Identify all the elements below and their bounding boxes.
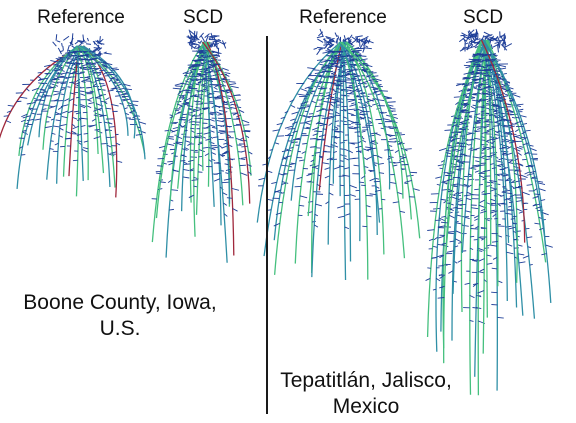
- mexico-location-line1: Tepatitlán, Jalisco,: [280, 369, 452, 392]
- iowa-location-caption: Boone County, Iowa, U.S.: [23, 290, 216, 343]
- mexico-location-line2: Mexico: [332, 395, 400, 419]
- iowa-reference-label: Reference: [37, 7, 125, 28]
- iowa-scd-label: SCD: [182, 7, 224, 28]
- mexico-reference-root-system: [256, 28, 421, 281]
- panel-divider: [266, 36, 268, 414]
- mexico-scd-label: SCD: [462, 7, 504, 28]
- mexico-scd-root-system: [425, 28, 553, 396]
- mexico-location-caption: Tepatitlán, Jalisco, Mexico: [280, 368, 452, 421]
- iowa-reference-root-system: [0, 33, 147, 198]
- mexico-reference-label: Reference: [299, 7, 387, 28]
- iowa-location-line2: U.S.: [99, 317, 141, 341]
- iowa-location-line1: Boone County, Iowa,: [23, 291, 217, 314]
- iowa-scd-root-system: [151, 29, 253, 263]
